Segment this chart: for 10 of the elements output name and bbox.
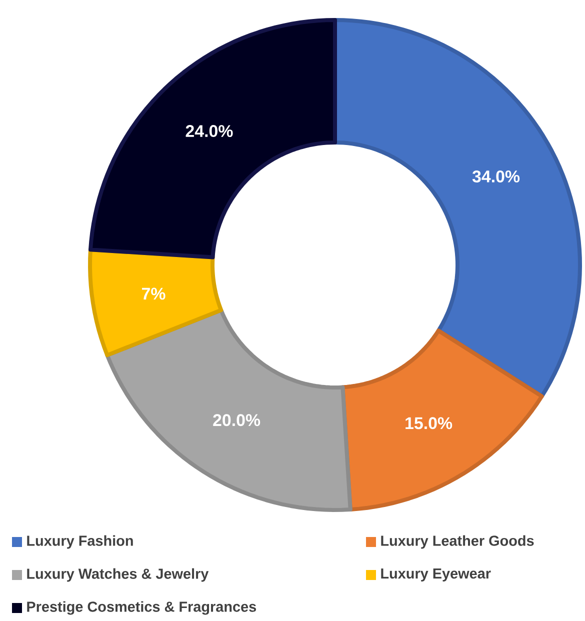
data-label: 15.0%: [406, 417, 452, 430]
legend-label: Prestige Cosmetics & Fragrances: [27, 601, 256, 615]
legend-label: Luxury Eyewear: [381, 568, 491, 582]
data-label: 34.0%: [472, 170, 520, 182]
data-label: 7%: [142, 288, 166, 300]
legend-label: Luxury Leather Goods: [381, 535, 534, 549]
legend-label: Luxury Watches & Jewelry: [27, 568, 209, 582]
legend-label: Luxury Fashion: [27, 535, 133, 549]
data-label: 20.0%: [213, 414, 260, 426]
data-label: 24.0%: [186, 125, 233, 138]
